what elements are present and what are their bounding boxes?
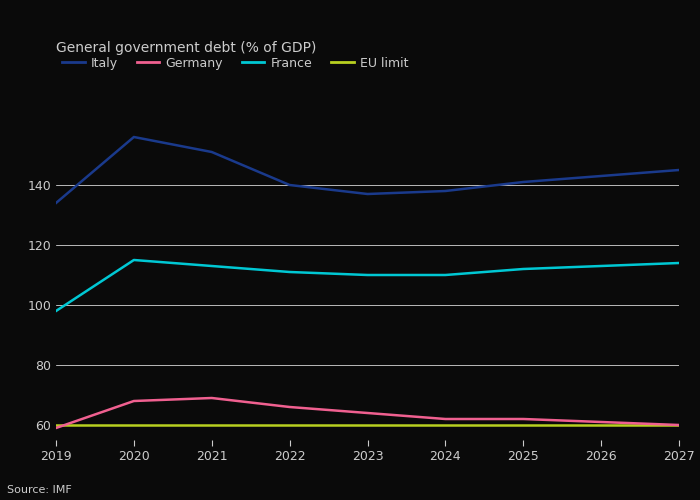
Germany <box>519 416 528 422</box>
EU limit <box>441 422 449 428</box>
France <box>286 269 294 275</box>
EU limit <box>207 422 216 428</box>
Text: General government debt (% of GDP): General government debt (% of GDP) <box>56 40 316 54</box>
France <box>130 257 138 263</box>
EU limit <box>286 422 294 428</box>
Line: Germany: Germany <box>56 398 679 428</box>
Germany <box>597 419 606 425</box>
Italy <box>597 173 606 179</box>
Italy <box>363 191 372 197</box>
Germany <box>52 425 60 431</box>
France <box>207 263 216 269</box>
EU limit <box>52 422 60 428</box>
Italy <box>207 149 216 155</box>
Italy <box>52 200 60 206</box>
France <box>597 263 606 269</box>
EU limit <box>130 422 138 428</box>
Italy <box>286 182 294 188</box>
France <box>519 266 528 272</box>
Germany <box>130 398 138 404</box>
EU limit <box>519 422 528 428</box>
EU limit <box>597 422 606 428</box>
Germany <box>441 416 449 422</box>
Germany <box>286 404 294 410</box>
Italy <box>675 167 683 173</box>
Germany <box>207 395 216 401</box>
France <box>675 260 683 266</box>
France <box>441 272 449 278</box>
Line: France: France <box>56 260 679 311</box>
Germany <box>363 410 372 416</box>
Text: Source: IMF: Source: IMF <box>7 485 71 495</box>
Germany <box>675 422 683 428</box>
Italy <box>519 179 528 185</box>
France <box>52 308 60 314</box>
France <box>363 272 372 278</box>
Italy <box>130 134 138 140</box>
Legend: Italy, Germany, France, EU limit: Italy, Germany, France, EU limit <box>62 57 408 70</box>
EU limit <box>363 422 372 428</box>
EU limit <box>675 422 683 428</box>
Italy <box>441 188 449 194</box>
Line: Italy: Italy <box>56 137 679 203</box>
